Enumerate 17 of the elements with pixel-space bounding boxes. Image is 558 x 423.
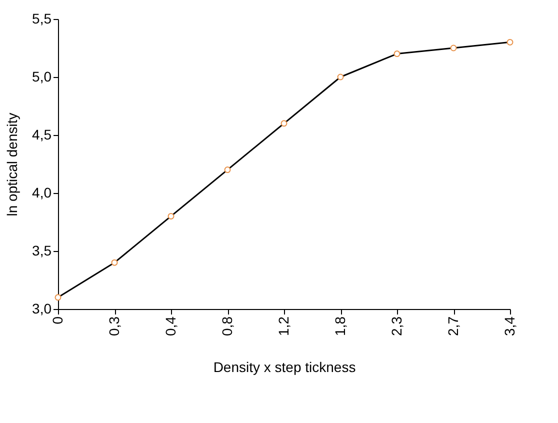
y-tick-label: 3,0 — [32, 300, 52, 316]
x-tick-label: 0,8 — [219, 316, 235, 336]
x-tick-label: 3,4 — [502, 316, 518, 336]
x-axis-title: Density x step tickness — [213, 358, 356, 375]
y-tick-label: 3,5 — [32, 242, 52, 258]
x-tick-label: 1,2 — [276, 316, 292, 336]
y-tick-label: 5,5 — [32, 10, 52, 26]
y-axis-title: ln optical density — [4, 112, 20, 216]
x-tick-label: 2,3 — [388, 316, 404, 336]
y-tick-label: 4,5 — [32, 126, 52, 142]
x-tick-label: 0,3 — [106, 316, 122, 336]
y-tick-label: 4,0 — [32, 184, 52, 200]
y-tick-label: 5,0 — [32, 68, 52, 84]
x-tick-label: 2,7 — [445, 316, 461, 336]
x-tick-label: 0,4 — [162, 316, 178, 336]
x-tick-label: 0 — [50, 316, 66, 324]
x-tick-label: 1,8 — [332, 316, 348, 336]
